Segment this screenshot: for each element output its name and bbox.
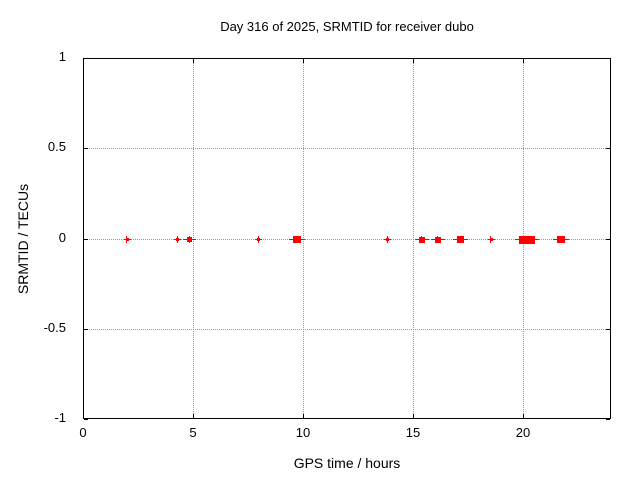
y-tick-label: 0 — [58, 229, 66, 245]
y-tick-label: 1 — [58, 49, 66, 64]
x-axis-tick-bottom — [303, 414, 304, 418]
data-point-marker — [435, 236, 442, 243]
data-point-marker — [125, 238, 129, 241]
x-axis-tick-bottom — [83, 414, 84, 418]
x-axis-tick-bottom — [523, 414, 524, 418]
data-point-marker — [418, 236, 425, 243]
x-axis-tick-bottom — [413, 414, 414, 418]
data-point-marker — [489, 238, 493, 241]
y-axis-tick-right — [606, 58, 610, 59]
grid-line-horizontal — [84, 148, 610, 150]
x-tick-label: 20 — [515, 425, 531, 440]
data-point-marker — [187, 237, 193, 242]
data-point-marker — [386, 238, 390, 241]
chart-title: Day 316 of 2025, SRMTID for receiver dub… — [220, 19, 474, 34]
y-axis-tick-right — [606, 328, 610, 330]
x-tick-label: 0 — [79, 425, 87, 440]
y-axis-tick-right — [606, 419, 610, 420]
x-tick-label: 15 — [405, 425, 421, 440]
data-point-marker — [293, 236, 302, 243]
x-tick-label: 5 — [189, 425, 197, 440]
x-axis-tick-top — [83, 59, 84, 63]
data-point-marker — [519, 235, 536, 244]
grid-line-vertical — [413, 59, 414, 418]
x-tick-label: 10 — [295, 425, 311, 440]
x-axis-tick-top — [193, 59, 194, 63]
y-axis-tick-left — [84, 328, 88, 330]
x-axis-label: GPS time / hours — [293, 455, 401, 471]
grid-line-horizontal — [84, 328, 610, 330]
data-point-marker — [176, 238, 179, 241]
data-point-marker — [456, 236, 464, 243]
y-tick-label: 0.5 — [47, 139, 66, 155]
y-tick-label: -0.5 — [43, 319, 66, 335]
y-axis-tick-left — [84, 419, 88, 420]
plot-area — [83, 58, 611, 420]
data-point-marker — [257, 238, 261, 241]
y-axis-tick-right — [606, 238, 610, 240]
y-axis-tick-left — [84, 58, 88, 59]
data-point-marker — [557, 236, 566, 243]
x-axis-tick-bottom — [193, 414, 194, 418]
grid-line-horizontal — [84, 238, 610, 240]
y-axis-tick-left — [84, 148, 88, 150]
y-axis-tick-left — [84, 238, 88, 240]
y-tick-label: -1 — [54, 410, 66, 425]
x-axis-tick-top — [523, 59, 524, 63]
x-axis-tick-top — [303, 59, 304, 63]
x-axis-tick-top — [413, 59, 414, 63]
y-axis-tick-right — [606, 148, 610, 150]
